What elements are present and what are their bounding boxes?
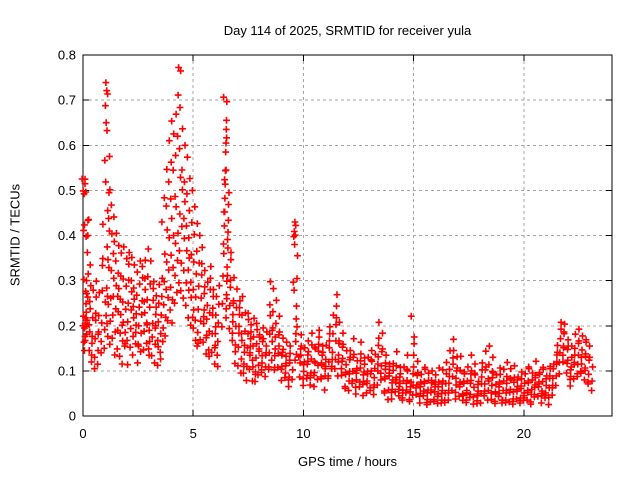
srmtid-scatter-series	[78, 64, 596, 408]
y-tick-label: 0	[69, 409, 76, 424]
y-tick-label: 0.7	[58, 93, 76, 108]
y-tick-label: 0.8	[58, 48, 76, 63]
x-tick-label: 10	[296, 426, 310, 441]
x-tick-label: 15	[406, 426, 420, 441]
plot-border	[82, 54, 613, 417]
y-tick-label: 0.2	[58, 318, 76, 333]
y-tick-label: 0.3	[58, 273, 76, 288]
scatter-points	[78, 64, 596, 408]
y-tick-label: 0.4	[58, 228, 76, 243]
x-axis-label: GPS time / hours	[298, 454, 397, 469]
x-tick-label: 5	[190, 426, 197, 441]
tick-labels: 0 0.1 0.2 0.3 0.4 0.5 0.6 0.7 0.8 0 5 10 15 20	[58, 48, 531, 442]
x-tick-label: 0	[79, 426, 86, 441]
y-tick-label: 0.6	[58, 138, 76, 153]
y-tick-label: 0.1	[58, 363, 76, 378]
y-tick-label: 0.5	[58, 183, 76, 198]
chart-title: Day 114 of 2025, SRMTID for receiver yul…	[223, 23, 472, 38]
x-tick-label: 20	[517, 426, 531, 441]
